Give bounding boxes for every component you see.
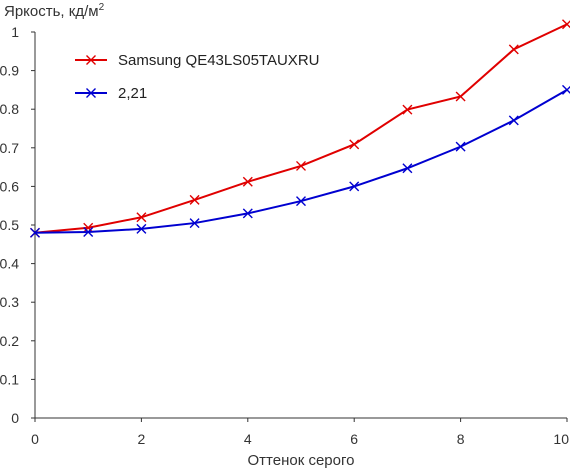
y-tick-label: 0.5 [0, 217, 19, 233]
x-axis-title: Оттенок серого [248, 452, 355, 468]
y-tick-label: 0.7 [0, 140, 19, 156]
data-point [136, 223, 147, 234]
y-tick-label: 0.2 [0, 333, 19, 349]
data-point [508, 115, 519, 126]
legend-item: Samsung QE43LS05TAUXRU [75, 52, 319, 69]
data-point [349, 139, 360, 150]
series-layer [30, 19, 570, 238]
y-tick-label: 0 [11, 410, 19, 426]
legend-label: 2,21 [118, 85, 147, 102]
series-1 [30, 19, 570, 238]
legend: Samsung QE43LS05TAUXRU 2,21 [75, 52, 319, 102]
data-point [455, 141, 466, 152]
data-point [30, 227, 40, 238]
data-point [455, 91, 466, 102]
y-axis-title-superscript: 2 [99, 2, 105, 13]
y-tick-label: 0.6 [0, 178, 19, 194]
y-tick-label: 0.9 [0, 63, 19, 79]
legend-label: Samsung QE43LS05TAUXRU [118, 52, 319, 69]
y-axis-title: Яркость, кд/м2 [4, 2, 105, 20]
y-tick-label: 0.8 [0, 101, 19, 117]
x-tick-label: 8 [457, 431, 465, 447]
series-2 [30, 84, 570, 238]
data-point [296, 196, 306, 207]
data-point [189, 194, 200, 205]
x-tick-label: 10 [553, 431, 569, 447]
data-point [562, 19, 570, 30]
y-tick-label: 0.4 [0, 256, 19, 272]
x-tick-label: 4 [244, 431, 252, 447]
data-point [242, 176, 253, 187]
y-tick-label: 0.1 [0, 371, 19, 387]
data-point [83, 222, 94, 233]
data-point [402, 163, 413, 174]
data-point [562, 84, 570, 95]
x-tick-label: 0 [31, 431, 39, 447]
data-point [508, 44, 519, 55]
y-axis-title-text: Яркость, кд/м [4, 3, 99, 20]
series-line [34, 89, 568, 234]
legend-item: 2,21 [75, 85, 147, 102]
data-point [83, 226, 94, 237]
data-point [402, 104, 413, 115]
data-point [242, 208, 253, 219]
data-point [349, 181, 360, 192]
x-tick-label: 2 [138, 431, 146, 447]
legend-marker [86, 88, 96, 98]
legend-marker [86, 55, 96, 65]
x-axis-ticks: 0 2 4 6 8 10 [31, 418, 569, 447]
y-tick-label: 0.3 [0, 294, 19, 310]
plot-area [34, 32, 567, 419]
data-point [189, 218, 200, 229]
data-point [296, 160, 306, 171]
y-tick-label: 1 [11, 24, 19, 40]
y-axis-ticks: 0 0.1 0.2 0.3 0.4 0.5 0.6 0.7 0.8 0.9 1 [0, 24, 35, 426]
plot-frame [35, 32, 567, 418]
x-tick-label: 6 [350, 431, 358, 447]
data-point [136, 212, 147, 223]
